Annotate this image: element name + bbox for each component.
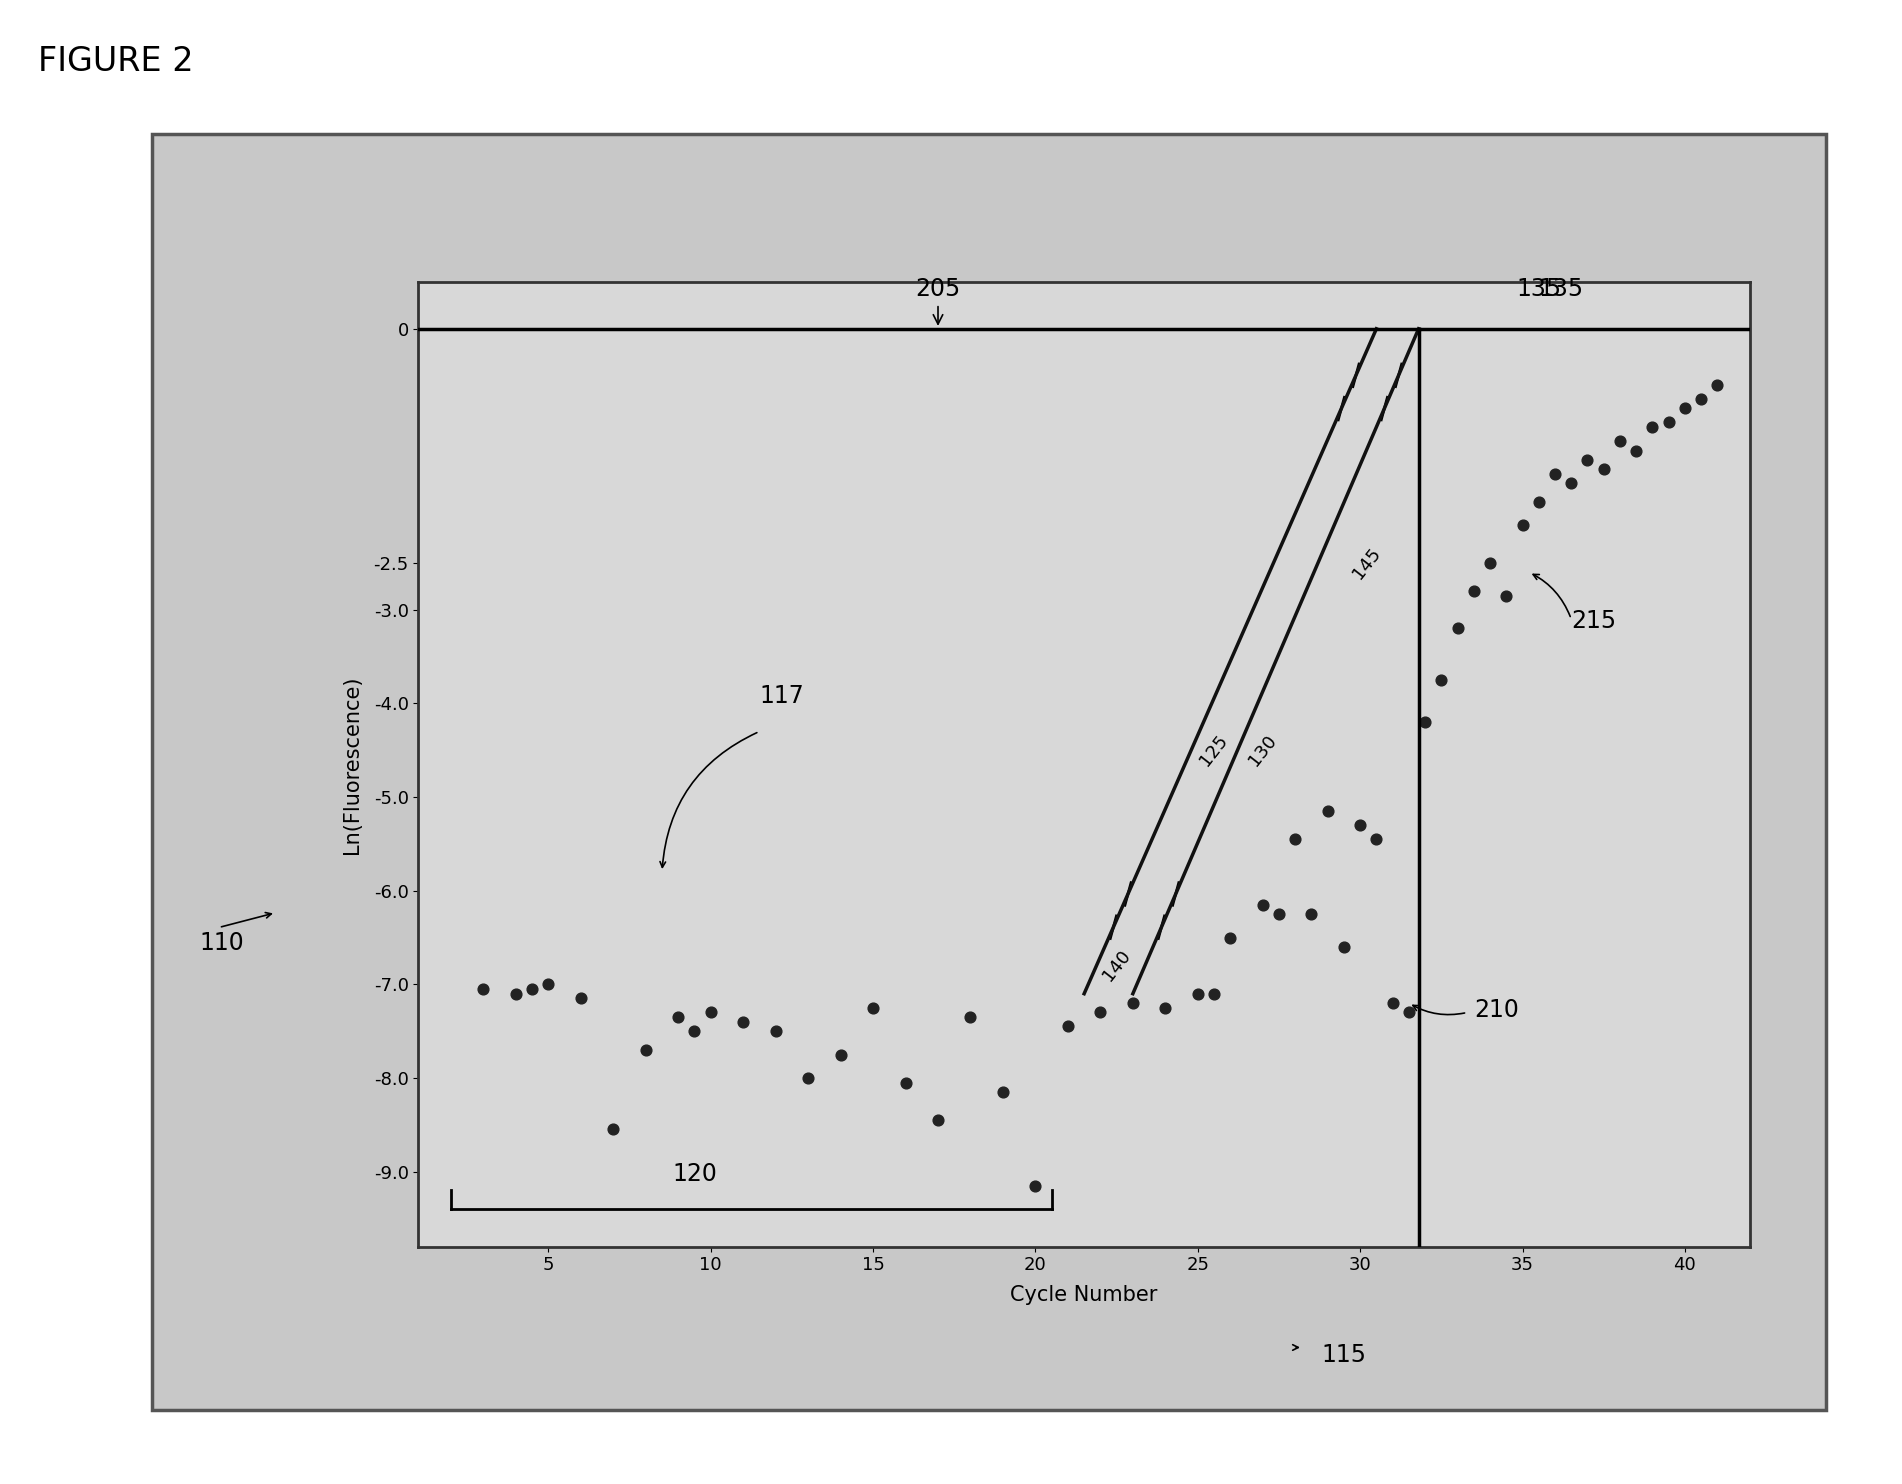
Point — [565, 987, 595, 1011]
Point — [533, 972, 563, 996]
Text: 215: 215 — [1571, 610, 1617, 634]
Point — [1605, 429, 1636, 453]
Point — [500, 982, 531, 1006]
Point — [858, 996, 888, 1020]
Point — [1588, 457, 1619, 481]
Point — [1573, 448, 1603, 472]
Point — [1280, 827, 1310, 850]
Point — [679, 1020, 709, 1043]
Point — [1474, 551, 1504, 574]
Text: 125: 125 — [1196, 732, 1232, 769]
Point — [1426, 668, 1457, 692]
Y-axis label: Ln(Fluorescence): Ln(Fluorescence) — [342, 675, 363, 853]
Point — [1086, 1000, 1116, 1024]
Text: 120: 120 — [671, 1162, 717, 1186]
Point — [1198, 982, 1229, 1006]
Point — [1329, 935, 1360, 959]
Point — [1638, 416, 1668, 439]
Point — [987, 1080, 1018, 1104]
Point — [761, 1020, 791, 1043]
Point — [890, 1071, 921, 1095]
Text: 210: 210 — [1474, 999, 1518, 1022]
Point — [1685, 387, 1716, 411]
Text: 117: 117 — [759, 684, 805, 708]
Point — [1297, 902, 1328, 926]
Point — [1362, 827, 1392, 850]
Point — [1670, 396, 1700, 420]
Text: 135: 135 — [1539, 278, 1584, 301]
Point — [1653, 411, 1683, 435]
Point — [1702, 372, 1733, 396]
Point — [1491, 583, 1522, 607]
Point — [955, 1005, 985, 1028]
Point — [517, 976, 548, 1000]
Point — [597, 1117, 628, 1141]
Point — [1459, 579, 1489, 603]
Point — [696, 1000, 727, 1024]
Text: 205: 205 — [915, 278, 961, 324]
Point — [1409, 711, 1440, 735]
Point — [664, 1005, 694, 1028]
Bar — [152, 134, 1826, 1410]
Point — [825, 1043, 856, 1067]
Point — [1151, 996, 1181, 1020]
Point — [1541, 462, 1571, 485]
Point — [1215, 926, 1246, 950]
Point — [1506, 513, 1537, 537]
Point — [1118, 991, 1149, 1015]
Point — [1263, 902, 1293, 926]
Text: 140: 140 — [1099, 947, 1134, 984]
Point — [631, 1037, 662, 1061]
Text: 110: 110 — [200, 930, 245, 954]
Text: 115: 115 — [1322, 1343, 1368, 1367]
X-axis label: Cycle Number: Cycle Number — [1010, 1285, 1158, 1306]
Point — [1248, 893, 1278, 917]
Point — [1621, 439, 1651, 463]
Text: 145: 145 — [1349, 543, 1385, 582]
Point — [793, 1066, 824, 1089]
Point — [1377, 991, 1407, 1015]
Text: FIGURE 2: FIGURE 2 — [38, 45, 194, 77]
Point — [1394, 1000, 1425, 1024]
Point — [1019, 1174, 1050, 1198]
Point — [1183, 982, 1213, 1006]
Point — [1556, 472, 1586, 496]
Point — [1442, 616, 1472, 640]
Point — [728, 1011, 759, 1034]
Text: 130: 130 — [1246, 732, 1280, 769]
Point — [1345, 813, 1375, 837]
Point — [1052, 1015, 1082, 1039]
Point — [468, 976, 498, 1000]
Text: 135: 135 — [1516, 278, 1562, 301]
Point — [922, 1109, 953, 1132]
Point — [1312, 800, 1343, 824]
Point — [1524, 490, 1554, 513]
